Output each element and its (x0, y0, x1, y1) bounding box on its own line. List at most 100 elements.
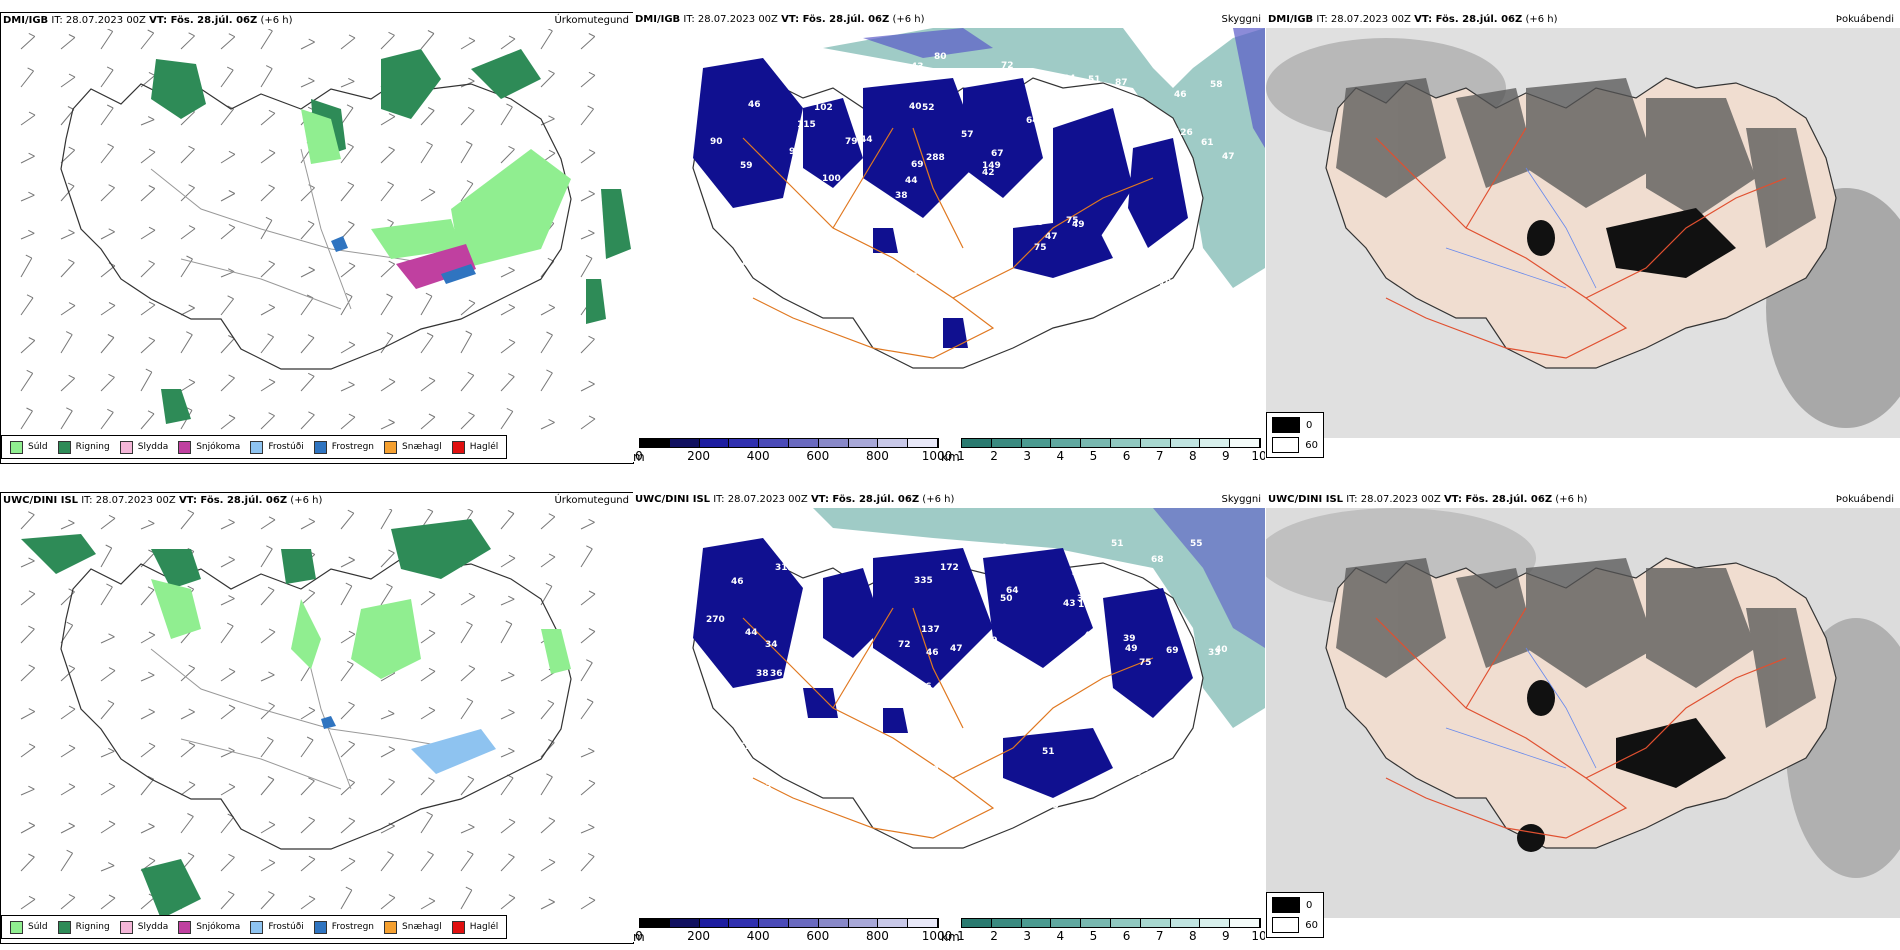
wind-barb (100, 700, 115, 720)
colorbar-tick-label: 10 (1251, 929, 1265, 942)
wind-barb (140, 260, 155, 278)
wind-barb (420, 107, 435, 126)
wind-barb (540, 29, 553, 50)
wind-barb (20, 557, 35, 568)
cloud-base-label: 40 (1215, 645, 1228, 655)
wind-barb (580, 33, 596, 50)
cloud-base-label: 115 (797, 120, 816, 130)
wind-barb (460, 330, 473, 354)
cloud-base-label: 65 (872, 535, 885, 545)
wind-barb (180, 708, 195, 720)
wind-barb (260, 65, 273, 88)
wind-barb (100, 820, 116, 834)
cloud-base-label: 64 (1020, 280, 1033, 290)
wind-barb (20, 111, 36, 126)
panel-title: DMI/IGB IT: 28.07.2023 00Z VT: Fös. 28.j… (1268, 14, 1558, 25)
wind-barb (580, 590, 596, 606)
wind-barb (500, 373, 515, 392)
wind-barb (60, 331, 73, 354)
cloud-base-label: 46 (1174, 90, 1187, 100)
wind-barb (500, 554, 516, 568)
wind-barb (420, 777, 435, 796)
wind-barb (540, 418, 555, 430)
wind-barb (60, 229, 75, 240)
cloud-base-label: 194 (887, 68, 906, 78)
wind-barb (340, 292, 353, 316)
wind-barb (420, 30, 435, 50)
wind-barb (60, 259, 75, 278)
wind-barb (220, 518, 235, 530)
precip-panel-2: UWC/DINI ISL IT: 28.07.2023 00Z VT: Fös.… (0, 492, 634, 944)
wind-barb (540, 69, 555, 88)
cloud-base-label: 41 (983, 694, 996, 704)
wind-barb (300, 736, 314, 758)
wind-barb (340, 701, 355, 720)
cloud-map: 7159463864484057584463595267494643477512… (633, 28, 1265, 438)
wind-barb (460, 823, 475, 834)
wind-barb (20, 625, 35, 644)
wind-barb (140, 823, 155, 834)
cloud-base-label: 66 (797, 270, 810, 280)
wind-barb (260, 776, 275, 796)
wind-barb (60, 182, 75, 202)
cloud-base-label: 70 (712, 735, 725, 745)
wind-barb (20, 407, 33, 430)
wind-barb (140, 775, 155, 796)
wind-barb (500, 145, 515, 164)
legend-item: Frostregn (313, 920, 374, 934)
wind-barb (420, 141, 433, 164)
legend-item: Snæhagl (384, 440, 442, 454)
wind-barb (260, 333, 274, 354)
cloud-base-label: 40 (926, 765, 939, 775)
fog-swatch (1272, 437, 1300, 453)
wind-barb (100, 104, 114, 126)
panel-title: DMI/IGB IT: 28.07.2023 00Z VT: Fös. 28.j… (3, 15, 293, 26)
wind-barb (220, 556, 235, 568)
cloud-base-label: 53 (1003, 808, 1016, 818)
legend-swatch (451, 440, 465, 454)
cloud-base-label: 342 (1077, 594, 1096, 604)
wind-barb (340, 34, 356, 50)
wind-barb (100, 228, 115, 240)
panel-type: Úrkomutegund (554, 15, 629, 26)
wind-barb (220, 295, 234, 316)
wind-barb (580, 628, 596, 644)
wind-barb (20, 67, 34, 88)
wind-barb (500, 709, 515, 720)
wind-barb (20, 785, 35, 796)
cloud-base-label: 120 (859, 547, 878, 557)
wind-barb (420, 811, 434, 834)
cloud-base-label: 75 (1139, 658, 1152, 668)
cloud-panel-1: DMI/IGB IT: 28.07.2023 00Z VT: Fös. 28.j… (633, 12, 1265, 462)
wind-barb (380, 851, 394, 872)
visibility-colorbar: 1 2 3 4 5 6 7 8 9 10 (957, 438, 1265, 462)
wind-barb (180, 184, 195, 202)
cloud-base-label: 72 (779, 739, 792, 749)
wind-barb (500, 853, 515, 872)
cloud-base-label: 47 (748, 796, 761, 806)
colorbar-tick-label: 200 (687, 929, 711, 942)
wind-barb (260, 260, 276, 278)
fog-swatch (1272, 917, 1300, 933)
colorbar-tick-label: 9 (1222, 449, 1230, 462)
wind-barb (340, 143, 354, 164)
wind-barb (180, 145, 195, 164)
legend-item: Súld (10, 440, 48, 454)
panel-title: DMI/IGB IT: 28.07.2023 00Z VT: Fös. 28.j… (635, 14, 925, 25)
wind-barb (420, 667, 436, 682)
cloud-base-label: 52 (922, 103, 935, 113)
wind-barb (580, 896, 596, 910)
wind-barb (180, 304, 195, 316)
cloud-base-label: 63 (818, 252, 831, 262)
wind-barb (60, 822, 75, 834)
cloud-base-label: 126 (1174, 128, 1193, 138)
cloud-base-label: 47 (1045, 232, 1058, 242)
wind-barb (300, 77, 315, 88)
wind-barb (100, 633, 115, 644)
legend-item: Frostúði (250, 440, 304, 454)
cloud-base-label: 43 (911, 62, 924, 72)
wind-barb (340, 341, 356, 354)
cloud-base-label: 52 (739, 742, 752, 752)
wind-barb (580, 545, 593, 568)
legend-item: Frostregn (313, 440, 374, 454)
